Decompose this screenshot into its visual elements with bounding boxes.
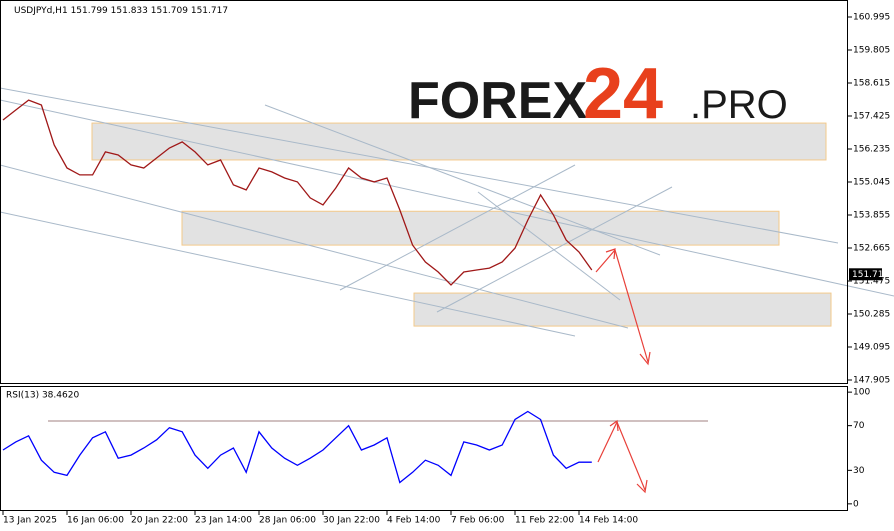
y-tick-label: 149.095: [853, 343, 890, 353]
y-tick-label: 30: [853, 466, 865, 476]
logo-24: 24: [583, 54, 663, 134]
x-tick-label: 14 Feb 14:00: [579, 516, 638, 526]
current-price-label: 151.717: [852, 270, 889, 280]
x-tick-label: 16 Jan 06:00: [67, 516, 124, 526]
y-tick-label: 159.805: [853, 45, 890, 55]
x-tick-label: 4 Feb 14:00: [387, 516, 441, 526]
y-tick-label: 0: [853, 499, 859, 509]
zones: [91, 122, 832, 327]
x-tick-label: 20 Jan 22:00: [131, 516, 188, 526]
header: USDJPYd,H1 151.799 151.833 151.709 151.7…: [14, 6, 228, 16]
y-tick-label: 158.615: [853, 79, 890, 89]
y-tick-label: 147.905: [853, 376, 890, 386]
x-tick-label: 30 Jan 22:00: [323, 516, 380, 526]
rsi-title: RSI(13) 38.4620: [6, 391, 79, 401]
forecast-arrows: [595, 248, 651, 494]
y-tick-label: 151.475: [853, 277, 890, 287]
y-tick-label: 153.855: [853, 211, 890, 221]
x-tick-label: 7 Feb 06:00: [451, 516, 505, 526]
rsi-line: [2, 410, 592, 484]
x-tick-label: 23 Jan 14:00: [195, 516, 252, 526]
zone: [91, 122, 827, 161]
trendlines: [0, 87, 894, 337]
logo-pro: .PRO: [690, 83, 788, 127]
y-tick-label: 100: [853, 388, 870, 398]
y-tick-label: 156.235: [853, 145, 890, 155]
rsi-pane: [0, 386, 848, 511]
price-line: [2, 99, 593, 286]
y-tick-label: 150.285: [853, 310, 890, 320]
x-tick-label: 11 Feb 22:00: [515, 516, 574, 526]
logo-forex: FOREX: [408, 72, 587, 130]
zone: [413, 292, 832, 327]
x-tick-label: 13 Jan 2025: [3, 516, 57, 526]
y-tick-label: 70: [853, 421, 865, 431]
y-tick-label: 160.995: [853, 12, 890, 22]
y-tick-label: 152.665: [853, 244, 890, 254]
zone: [181, 210, 780, 246]
current-price-box: [849, 268, 882, 281]
y-tick-label: 157.425: [853, 112, 890, 122]
main-pane: [0, 0, 848, 384]
y-tick-label: 155.045: [853, 178, 890, 188]
x-tick-label: 28 Jan 06:00: [259, 516, 316, 526]
